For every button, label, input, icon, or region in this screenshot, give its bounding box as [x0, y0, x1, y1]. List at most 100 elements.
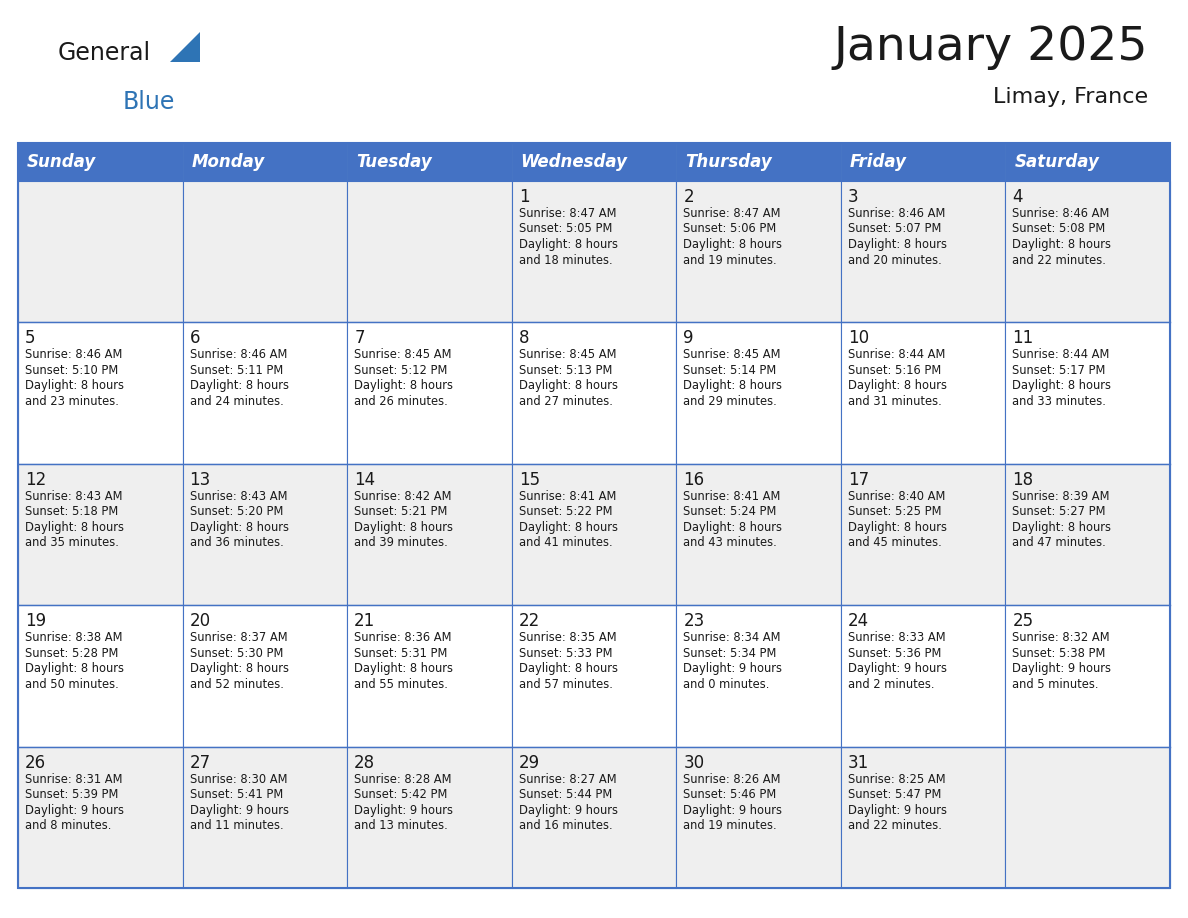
Text: 19: 19: [25, 612, 46, 630]
Text: Daylight: 9 hours: Daylight: 9 hours: [848, 662, 947, 676]
Text: and 39 minutes.: and 39 minutes.: [354, 536, 448, 549]
Bar: [347, 322, 512, 464]
Text: and 41 minutes.: and 41 minutes.: [519, 536, 612, 549]
Text: 12: 12: [25, 471, 46, 488]
Bar: [1005, 746, 1170, 888]
Text: and 22 minutes.: and 22 minutes.: [848, 819, 942, 832]
Bar: [1005, 605, 1170, 746]
Bar: [841, 605, 1005, 746]
Bar: [347, 746, 512, 888]
Text: and 0 minutes.: and 0 minutes.: [683, 677, 770, 690]
Text: 29: 29: [519, 754, 539, 772]
Text: and 8 minutes.: and 8 minutes.: [25, 819, 112, 832]
Text: and 22 minutes.: and 22 minutes.: [1012, 253, 1106, 266]
Text: Sunrise: 8:47 AM: Sunrise: 8:47 AM: [519, 207, 617, 220]
Text: Sunset: 5:46 PM: Sunset: 5:46 PM: [683, 788, 777, 801]
Text: Sunrise: 8:44 AM: Sunrise: 8:44 AM: [848, 349, 946, 362]
Text: Daylight: 8 hours: Daylight: 8 hours: [683, 379, 782, 392]
Bar: [347, 464, 512, 605]
Bar: [183, 464, 347, 605]
Text: Sunrise: 8:45 AM: Sunrise: 8:45 AM: [354, 349, 451, 362]
Text: Daylight: 8 hours: Daylight: 8 hours: [25, 662, 124, 676]
Text: and 16 minutes.: and 16 minutes.: [519, 819, 612, 832]
Text: and 20 minutes.: and 20 minutes.: [848, 253, 942, 266]
Text: Sunset: 5:10 PM: Sunset: 5:10 PM: [25, 364, 119, 377]
Text: and 13 minutes.: and 13 minutes.: [354, 819, 448, 832]
Text: Daylight: 8 hours: Daylight: 8 hours: [190, 521, 289, 533]
Text: Daylight: 8 hours: Daylight: 8 hours: [519, 379, 618, 392]
Text: Daylight: 8 hours: Daylight: 8 hours: [1012, 238, 1112, 251]
Text: Sunrise: 8:46 AM: Sunrise: 8:46 AM: [190, 349, 287, 362]
Text: Sunrise: 8:46 AM: Sunrise: 8:46 AM: [25, 349, 122, 362]
Text: and 2 minutes.: and 2 minutes.: [848, 677, 934, 690]
Text: Daylight: 9 hours: Daylight: 9 hours: [1012, 662, 1112, 676]
Bar: [347, 605, 512, 746]
Text: Sunrise: 8:44 AM: Sunrise: 8:44 AM: [1012, 349, 1110, 362]
Text: 21: 21: [354, 612, 375, 630]
Text: 1: 1: [519, 188, 530, 206]
Text: 26: 26: [25, 754, 46, 772]
Text: Daylight: 8 hours: Daylight: 8 hours: [354, 379, 453, 392]
Text: Tuesday: Tuesday: [356, 153, 432, 171]
Text: Sunrise: 8:34 AM: Sunrise: 8:34 AM: [683, 632, 781, 644]
Text: and 29 minutes.: and 29 minutes.: [683, 395, 777, 408]
Text: Sunset: 5:05 PM: Sunset: 5:05 PM: [519, 222, 612, 236]
Text: and 52 minutes.: and 52 minutes.: [190, 677, 284, 690]
Text: Sunset: 5:20 PM: Sunset: 5:20 PM: [190, 505, 283, 519]
Text: 7: 7: [354, 330, 365, 347]
Text: Sunrise: 8:38 AM: Sunrise: 8:38 AM: [25, 632, 122, 644]
Bar: [18, 464, 183, 605]
Bar: [676, 605, 841, 746]
Text: Daylight: 8 hours: Daylight: 8 hours: [354, 662, 453, 676]
Text: Sunset: 5:25 PM: Sunset: 5:25 PM: [848, 505, 941, 519]
Bar: [347, 143, 512, 181]
Text: Sunset: 5:34 PM: Sunset: 5:34 PM: [683, 646, 777, 660]
Bar: [841, 746, 1005, 888]
Bar: [512, 143, 676, 181]
Text: Sunrise: 8:45 AM: Sunrise: 8:45 AM: [519, 349, 617, 362]
Text: Daylight: 8 hours: Daylight: 8 hours: [848, 238, 947, 251]
Text: 25: 25: [1012, 612, 1034, 630]
Text: Daylight: 9 hours: Daylight: 9 hours: [354, 803, 453, 817]
Bar: [1005, 181, 1170, 322]
Text: Sunrise: 8:43 AM: Sunrise: 8:43 AM: [190, 490, 287, 503]
Bar: [841, 464, 1005, 605]
Text: and 27 minutes.: and 27 minutes.: [519, 395, 613, 408]
Text: Sunrise: 8:25 AM: Sunrise: 8:25 AM: [848, 773, 946, 786]
Text: 28: 28: [354, 754, 375, 772]
Text: Sunrise: 8:35 AM: Sunrise: 8:35 AM: [519, 632, 617, 644]
Text: Limay, France: Limay, France: [993, 87, 1148, 107]
Text: 5: 5: [25, 330, 36, 347]
Text: January 2025: January 2025: [834, 25, 1148, 70]
Text: and 45 minutes.: and 45 minutes.: [848, 536, 942, 549]
Text: Sunday: Sunday: [27, 153, 96, 171]
Text: and 26 minutes.: and 26 minutes.: [354, 395, 448, 408]
Bar: [18, 143, 183, 181]
Text: Daylight: 8 hours: Daylight: 8 hours: [519, 521, 618, 533]
Bar: [512, 181, 676, 322]
Text: Sunset: 5:17 PM: Sunset: 5:17 PM: [1012, 364, 1106, 377]
Text: Sunset: 5:42 PM: Sunset: 5:42 PM: [354, 788, 448, 801]
Text: 24: 24: [848, 612, 868, 630]
Text: and 50 minutes.: and 50 minutes.: [25, 677, 119, 690]
Text: 11: 11: [1012, 330, 1034, 347]
Text: Friday: Friday: [849, 153, 906, 171]
Text: Daylight: 8 hours: Daylight: 8 hours: [190, 379, 289, 392]
Text: Daylight: 8 hours: Daylight: 8 hours: [25, 379, 124, 392]
Text: and 5 minutes.: and 5 minutes.: [1012, 677, 1099, 690]
Text: 4: 4: [1012, 188, 1023, 206]
Bar: [183, 605, 347, 746]
Bar: [183, 143, 347, 181]
Text: Sunset: 5:41 PM: Sunset: 5:41 PM: [190, 788, 283, 801]
Text: 31: 31: [848, 754, 870, 772]
Text: Saturday: Saturday: [1015, 153, 1099, 171]
Text: Sunrise: 8:32 AM: Sunrise: 8:32 AM: [1012, 632, 1110, 644]
Text: Sunrise: 8:33 AM: Sunrise: 8:33 AM: [848, 632, 946, 644]
Text: Sunrise: 8:39 AM: Sunrise: 8:39 AM: [1012, 490, 1110, 503]
Bar: [18, 322, 183, 464]
Bar: [676, 181, 841, 322]
Text: 20: 20: [190, 612, 210, 630]
Text: Sunset: 5:22 PM: Sunset: 5:22 PM: [519, 505, 612, 519]
Text: Sunrise: 8:36 AM: Sunrise: 8:36 AM: [354, 632, 451, 644]
Text: Sunrise: 8:43 AM: Sunrise: 8:43 AM: [25, 490, 122, 503]
